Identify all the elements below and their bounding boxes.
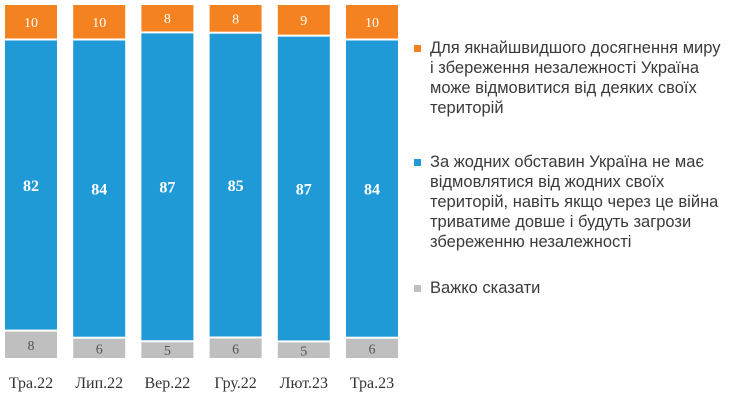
data-label: 9 bbox=[300, 14, 307, 29]
bar-segment-no-concessions bbox=[73, 40, 126, 337]
data-label: 8 bbox=[28, 339, 35, 354]
category-label: Вер.22 bbox=[145, 375, 191, 392]
category-label: Гру.22 bbox=[214, 375, 256, 392]
legend-swatch-gray bbox=[414, 285, 421, 292]
data-label: 10 bbox=[24, 16, 38, 31]
data-label: 8 bbox=[164, 12, 171, 27]
bar-segment-no-concessions bbox=[346, 40, 398, 337]
bar-segment-cede-territory bbox=[141, 5, 194, 32]
legend-item-hard-to-say: Важко сказати bbox=[410, 278, 728, 298]
data-label: 84 bbox=[364, 181, 380, 198]
legend: Для якнайшвидшого досягнення миру і збер… bbox=[410, 38, 728, 314]
bar-segment-cede-territory bbox=[73, 5, 126, 39]
bar-segment-no-concessions bbox=[141, 33, 194, 341]
data-label: 85 bbox=[228, 178, 244, 195]
legend-label-cede-territory: Для якнайшвидшого досягнення миру і збер… bbox=[430, 39, 721, 117]
legend-swatch-blue bbox=[414, 159, 421, 166]
bar-segment-hard-to-say bbox=[209, 338, 262, 358]
category-label: Лип.22 bbox=[75, 375, 123, 392]
legend-item-no-concessions: За жодних обставин Україна не має відмов… bbox=[410, 152, 728, 252]
bar-segment-no-concessions bbox=[209, 33, 262, 337]
data-label: 84 bbox=[91, 181, 107, 198]
category-label: Лют.23 bbox=[280, 375, 328, 392]
bar-segment-cede-territory bbox=[209, 5, 262, 32]
data-label: 8 bbox=[232, 12, 239, 27]
bar-segment-no-concessions bbox=[5, 40, 57, 330]
data-label: 87 bbox=[296, 181, 312, 198]
data-label: 6 bbox=[369, 342, 376, 357]
bar-segment-hard-to-say bbox=[5, 331, 57, 358]
bar-segment-cede-territory bbox=[277, 5, 330, 35]
data-label: 6 bbox=[232, 342, 239, 357]
bar-segment-cede-territory bbox=[5, 5, 57, 39]
data-label: 5 bbox=[300, 344, 307, 359]
legend-label-hard-to-say: Важко сказати bbox=[430, 279, 541, 297]
bar-segment-cede-territory bbox=[346, 5, 398, 39]
bar-segment-hard-to-say bbox=[277, 342, 330, 358]
data-label: 5 bbox=[164, 344, 171, 359]
legend-item-cede-territory: Для якнайшвидшого досягнення миру і збер… bbox=[410, 38, 728, 118]
bar-segment-hard-to-say bbox=[346, 338, 398, 358]
bar-segment-hard-to-say bbox=[141, 342, 194, 358]
category-label: Тра.22 bbox=[9, 375, 53, 392]
stacked-bar-chart: 8 82 10 Тра.22 6 84 10 Лип.22 5 87 8 Вер.22 6 85 8 Гру.… bbox=[5, 5, 398, 392]
bar-segment-hard-to-say bbox=[73, 338, 126, 358]
data-label: 82 bbox=[23, 178, 39, 195]
data-label: 10 bbox=[92, 16, 106, 31]
category-label: Тра.23 bbox=[350, 375, 394, 392]
bar-segment-no-concessions bbox=[277, 36, 330, 341]
data-label: 6 bbox=[96, 342, 103, 357]
legend-swatch-orange bbox=[414, 45, 421, 52]
legend-label-no-concessions: За жодних обставин Україна не має відмов… bbox=[430, 153, 719, 251]
data-label: 87 bbox=[159, 180, 175, 197]
data-label: 10 bbox=[365, 16, 379, 31]
